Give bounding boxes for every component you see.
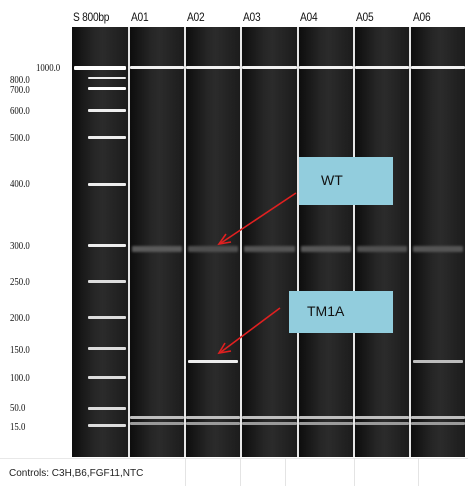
size-label-50: 50.0 [10, 402, 26, 414]
bottom-band [411, 416, 465, 419]
lane-a01 [130, 27, 184, 457]
lane-label-a04: A04 [300, 10, 318, 24]
lane-label-a06: A06 [413, 10, 431, 24]
wt-band [357, 246, 407, 252]
tm1a-band [188, 360, 238, 363]
footer-grid-line [418, 458, 419, 486]
marker-band [130, 66, 184, 69]
bottom-band [299, 416, 353, 419]
marker-band [186, 66, 240, 69]
size-label-15: 15.0 [10, 421, 26, 433]
lane-a03 [242, 27, 297, 457]
ladder-band [88, 407, 126, 410]
ladder-band [88, 280, 126, 283]
size-label-400: 400.0 [10, 178, 30, 190]
ladder-band [88, 87, 126, 90]
wt-band [188, 246, 238, 252]
ladder-band [88, 376, 126, 379]
lane-separator [240, 27, 242, 457]
lane-separator [128, 27, 130, 457]
bottom-band [130, 422, 184, 425]
size-label-1000: 1000.0 [36, 62, 61, 74]
size-label-600: 600.0 [10, 105, 30, 117]
size-label-300: 300.0 [10, 240, 30, 252]
lane-a06 [411, 27, 465, 457]
ladder-band [88, 424, 126, 427]
marker-band [299, 66, 353, 69]
lane-label-a03: A03 [243, 10, 261, 24]
lane-label-a05: A05 [356, 10, 374, 24]
footer-grid-line [240, 458, 241, 486]
bottom-band [186, 416, 240, 419]
lane-label-a01: A01 [131, 10, 149, 24]
bottom-band [411, 422, 465, 425]
lane-separator [353, 27, 355, 457]
ladder-band [88, 244, 126, 247]
wt-band [413, 246, 463, 252]
footer-grid-line [285, 458, 286, 486]
ladder-band [88, 183, 126, 186]
footer-grid-line [354, 458, 355, 486]
lane-label-a02: A02 [187, 10, 205, 24]
bottom-band [355, 422, 409, 425]
tm1a-arrow [220, 307, 281, 353]
footer-top-rule [0, 458, 468, 459]
wt-arrow [220, 192, 297, 244]
lane-a04 [299, 27, 353, 457]
size-label-800: 800.0 [10, 74, 30, 86]
ladder-band [88, 109, 126, 112]
ladder-band [88, 77, 126, 79]
bottom-band [242, 422, 297, 425]
bottom-band [299, 422, 353, 425]
ladder-band [88, 347, 126, 350]
footer-grid-line [185, 458, 186, 486]
wt-band [244, 246, 295, 252]
tm1a-arrowhead [217, 342, 232, 355]
bottom-band [242, 416, 297, 419]
wt-arrowhead [217, 233, 232, 246]
ladder-band [74, 66, 126, 70]
size-label-100: 100.0 [10, 372, 30, 384]
wt-callout-label: WT [321, 172, 343, 188]
tm1a-band [413, 360, 463, 363]
size-label-700: 700.0 [10, 84, 30, 96]
wt-band [301, 246, 351, 252]
marker-band [411, 66, 465, 69]
bottom-band [186, 422, 240, 425]
wt-callout: WT [299, 157, 393, 205]
ladder-lane [72, 27, 128, 457]
tm1a-callout: TM1A [289, 291, 393, 333]
lane-separator [184, 27, 186, 457]
controls-note: Controls: C3H,B6,FGF11,NTC [9, 468, 144, 479]
ladder-band [88, 136, 126, 139]
lane-separator [297, 27, 299, 457]
size-label-200: 200.0 [10, 312, 30, 324]
tm1a-callout-label: TM1A [307, 303, 345, 319]
lane-separator [409, 27, 411, 457]
size-label-150: 150.0 [10, 344, 30, 356]
bottom-band [355, 416, 409, 419]
bottom-band [130, 416, 184, 419]
ladder-band [88, 316, 126, 319]
size-label-500: 500.0 [10, 132, 30, 144]
marker-band [355, 66, 409, 69]
marker-band [242, 66, 297, 69]
lane-a05 [355, 27, 409, 457]
wt-band [132, 246, 182, 252]
size-label-250: 250.0 [10, 276, 30, 288]
ladder-lane-label: S 800bp [73, 10, 110, 24]
